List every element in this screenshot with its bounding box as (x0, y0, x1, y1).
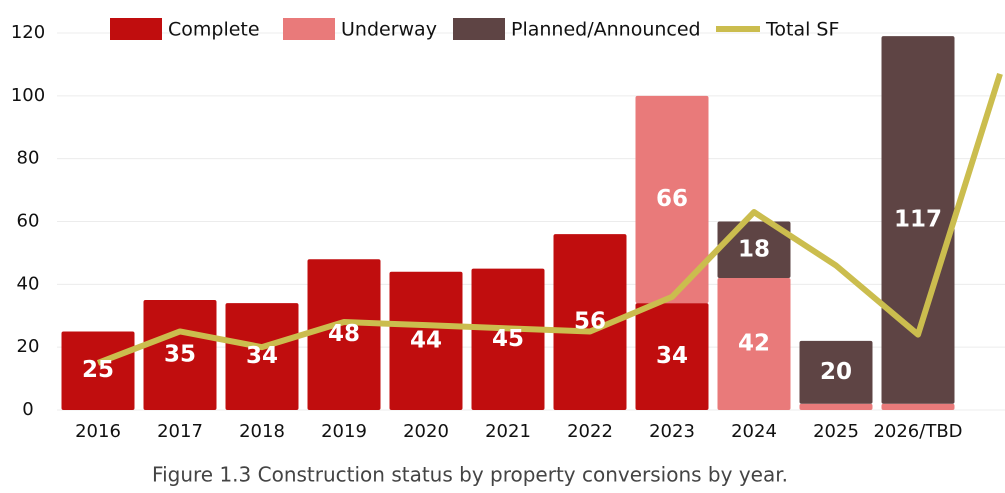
bar-segment (553, 234, 627, 410)
legend-swatch (283, 18, 335, 40)
x-tick-label: 2025 (813, 421, 859, 442)
bar-segment (799, 403, 873, 410)
x-tick-label: 2017 (157, 421, 203, 442)
y-tick-label: 40 (17, 273, 40, 294)
value-label: 44 (410, 327, 442, 353)
bar-segment (635, 95, 709, 304)
x-tick-label: 2019 (321, 421, 367, 442)
value-label: 34 (656, 343, 688, 369)
bar-segment (717, 278, 791, 410)
bar-segment (225, 303, 299, 410)
bar-segment (881, 36, 955, 404)
legend-swatch (110, 18, 162, 40)
y-tick-label: 120 (11, 22, 45, 43)
value-label: 66 (656, 186, 688, 212)
bar-segment (61, 331, 135, 410)
bar-segment (881, 403, 955, 410)
x-tick-label: 2026/TBD (873, 421, 962, 442)
x-tick-label: 2023 (649, 421, 695, 442)
bar-segment (799, 340, 873, 404)
x-tick-label: 2021 (485, 421, 531, 442)
value-label: 56 (574, 309, 606, 335)
value-label: 48 (328, 321, 360, 347)
value-label: 20 (820, 359, 852, 385)
x-tick-label: 2018 (239, 421, 285, 442)
y-tick-label: 60 (17, 211, 40, 232)
value-label: 42 (738, 331, 770, 357)
value-label: 18 (738, 236, 770, 262)
x-tick-label: 2020 (403, 421, 449, 442)
bar-segment (471, 268, 545, 410)
legend-label: Underway (341, 19, 437, 41)
x-tick-label: 2016 (75, 421, 121, 442)
y-tick-label: 0 (22, 399, 33, 420)
legend-swatch (453, 18, 505, 40)
bar-segment (389, 271, 463, 410)
y-tick-label: 100 (11, 85, 45, 106)
value-label: 117 (894, 206, 942, 232)
bar-segment (143, 300, 217, 410)
bar-segment (635, 303, 709, 410)
x-tick-label: 2022 (567, 421, 613, 442)
y-tick-label: 80 (17, 148, 40, 169)
caption: Figure 1.3 Construction status by proper… (152, 463, 788, 487)
value-label: 35 (164, 342, 196, 368)
legend-label: Complete (168, 19, 260, 41)
legend-label: Total SF (765, 19, 839, 41)
value-label: 45 (492, 326, 524, 352)
line (96, 72, 1003, 366)
legend-label: Planned/Announced (511, 19, 701, 41)
value-label: 34 (246, 343, 278, 369)
bar-segment (717, 221, 791, 279)
y-tick-label: 20 (17, 336, 40, 357)
x-tick-label: 2024 (731, 421, 777, 442)
bar-segment (307, 259, 381, 410)
value-label: 25 (82, 357, 114, 383)
